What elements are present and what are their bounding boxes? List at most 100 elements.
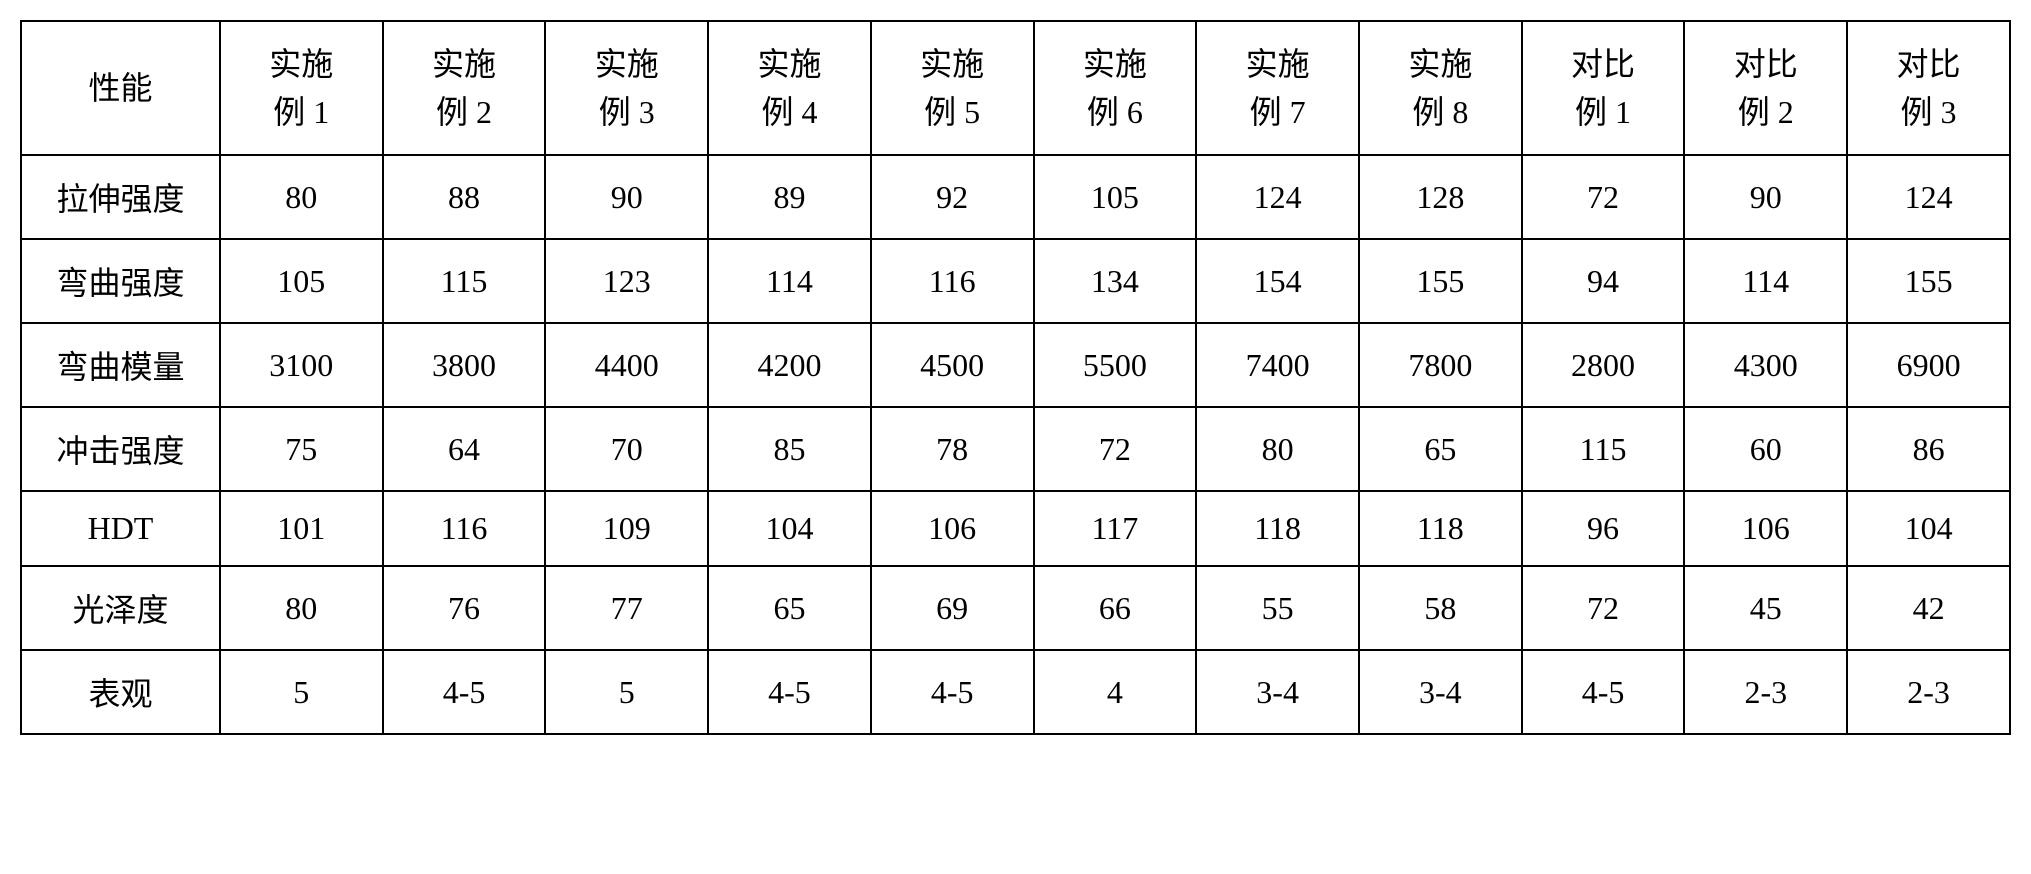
- data-cell: 101: [220, 491, 383, 566]
- table-row: 弯曲模量 3100 3800 4400 4200 4500 5500 7400 …: [21, 323, 2010, 407]
- header-label-line1: 对比: [1571, 46, 1635, 82]
- data-cell: 118: [1196, 491, 1359, 566]
- header-cell-ex2: 实施 例 2: [383, 21, 546, 155]
- header-cell-ex1: 实施 例 1: [220, 21, 383, 155]
- data-cell: 78: [871, 407, 1034, 491]
- data-cell: 155: [1359, 239, 1522, 323]
- data-cell: 2-3: [1684, 650, 1847, 734]
- data-cell: 76: [383, 566, 546, 650]
- data-cell: 2800: [1522, 323, 1685, 407]
- header-label-line2: 例 3: [1901, 94, 1957, 130]
- data-cell: 75: [220, 407, 383, 491]
- header-cell-ex8: 实施 例 8: [1359, 21, 1522, 155]
- data-cell: 124: [1847, 155, 2010, 239]
- header-label-line1: 实施: [1083, 46, 1147, 82]
- data-cell: 64: [383, 407, 546, 491]
- data-cell: 86: [1847, 407, 2010, 491]
- data-cell: 3800: [383, 323, 546, 407]
- table-row: HDT 101 116 109 104 106 117 118 118 96 1…: [21, 491, 2010, 566]
- header-cell-ex6: 实施 例 6: [1034, 21, 1197, 155]
- data-cell: 7800: [1359, 323, 1522, 407]
- data-cell: 55: [1196, 566, 1359, 650]
- data-cell: 72: [1522, 155, 1685, 239]
- table-row: 冲击强度 75 64 70 85 78 72 80 65 115 60 86: [21, 407, 2010, 491]
- row-label: 表观: [21, 650, 220, 734]
- data-cell: 72: [1034, 407, 1197, 491]
- data-cell: 117: [1034, 491, 1197, 566]
- row-label: 光泽度: [21, 566, 220, 650]
- data-cell: 58: [1359, 566, 1522, 650]
- data-cell: 4-5: [871, 650, 1034, 734]
- data-cell: 7400: [1196, 323, 1359, 407]
- data-cell: 104: [1847, 491, 2010, 566]
- data-cell: 106: [1684, 491, 1847, 566]
- data-cell: 106: [871, 491, 1034, 566]
- data-cell: 80: [220, 566, 383, 650]
- header-cell-property: 性能: [21, 21, 220, 155]
- data-cell: 105: [220, 239, 383, 323]
- data-cell: 104: [708, 491, 871, 566]
- header-label-line1: 实施: [920, 46, 984, 82]
- data-cell: 90: [545, 155, 708, 239]
- data-cell: 2-3: [1847, 650, 2010, 734]
- header-cell-ex5: 实施 例 5: [871, 21, 1034, 155]
- header-cell-cmp3: 对比 例 3: [1847, 21, 2010, 155]
- data-cell: 69: [871, 566, 1034, 650]
- data-cell: 92: [871, 155, 1034, 239]
- data-cell: 80: [1196, 407, 1359, 491]
- data-cell: 4-5: [708, 650, 871, 734]
- data-cell: 5: [545, 650, 708, 734]
- header-label-line2: 例 3: [599, 94, 655, 130]
- data-cell: 77: [545, 566, 708, 650]
- data-cell: 134: [1034, 239, 1197, 323]
- table-row: 表观 5 4-5 5 4-5 4-5 4 3-4 3-4 4-5 2-3 2-3: [21, 650, 2010, 734]
- data-table: 性能 实施 例 1 实施 例 2 实施 例 3 实施 例 4 实施 例 5: [20, 20, 2011, 735]
- data-cell: 116: [871, 239, 1034, 323]
- data-cell: 105: [1034, 155, 1197, 239]
- header-cell-cmp2: 对比 例 2: [1684, 21, 1847, 155]
- data-cell: 94: [1522, 239, 1685, 323]
- data-cell: 115: [1522, 407, 1685, 491]
- table-body: 拉伸强度 80 88 90 89 92 105 124 128 72 90 12…: [21, 155, 2010, 734]
- header-label-line2: 例 5: [924, 94, 980, 130]
- data-cell: 4-5: [1522, 650, 1685, 734]
- header-row: 性能 实施 例 1 实施 例 2 实施 例 3 实施 例 4 实施 例 5: [21, 21, 2010, 155]
- data-cell: 4-5: [383, 650, 546, 734]
- data-cell: 3100: [220, 323, 383, 407]
- header-label-line2: 例 1: [1575, 94, 1631, 130]
- data-cell: 65: [1359, 407, 1522, 491]
- data-cell: 3-4: [1196, 650, 1359, 734]
- header-label-line1: 实施: [757, 46, 821, 82]
- data-cell: 96: [1522, 491, 1685, 566]
- data-cell: 90: [1684, 155, 1847, 239]
- header-label-line1: 实施: [1246, 46, 1310, 82]
- data-cell: 5500: [1034, 323, 1197, 407]
- header-label-line2: 例 2: [1738, 94, 1794, 130]
- data-cell: 66: [1034, 566, 1197, 650]
- data-cell: 128: [1359, 155, 1522, 239]
- data-cell: 42: [1847, 566, 2010, 650]
- header-cell-ex4: 实施 例 4: [708, 21, 871, 155]
- header-label-line1: 实施: [595, 46, 659, 82]
- table-header: 性能 实施 例 1 实施 例 2 实施 例 3 实施 例 4 实施 例 5: [21, 21, 2010, 155]
- row-label: 弯曲模量: [21, 323, 220, 407]
- header-cell-cmp1: 对比 例 1: [1522, 21, 1685, 155]
- header-cell-ex3: 实施 例 3: [545, 21, 708, 155]
- data-cell: 123: [545, 239, 708, 323]
- data-cell: 80: [220, 155, 383, 239]
- data-cell: 70: [545, 407, 708, 491]
- row-label: 拉伸强度: [21, 155, 220, 239]
- header-label-line2: 例 2: [436, 94, 492, 130]
- header-label-line2: 例 4: [761, 94, 817, 130]
- header-label-line1: 对比: [1897, 46, 1961, 82]
- data-cell: 114: [1684, 239, 1847, 323]
- data-cell: 3-4: [1359, 650, 1522, 734]
- data-cell: 4400: [545, 323, 708, 407]
- header-label-line2: 例 6: [1087, 94, 1143, 130]
- data-cell: 124: [1196, 155, 1359, 239]
- header-label-line2: 例 7: [1250, 94, 1306, 130]
- data-cell: 6900: [1847, 323, 2010, 407]
- data-cell: 155: [1847, 239, 2010, 323]
- table-row: 拉伸强度 80 88 90 89 92 105 124 128 72 90 12…: [21, 155, 2010, 239]
- header-label-line1: 实施: [432, 46, 496, 82]
